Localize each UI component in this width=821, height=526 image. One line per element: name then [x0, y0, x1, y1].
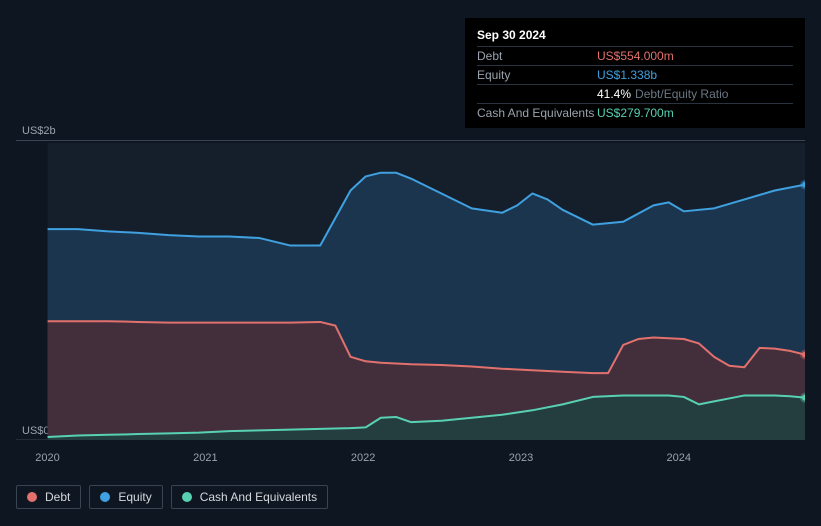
info-row-label: Debt [477, 49, 597, 63]
chart-area [16, 143, 805, 440]
x-tick: 2024 [667, 452, 691, 464]
info-date: Sep 30 2024 [477, 24, 793, 46]
x-tick: 2021 [193, 452, 217, 464]
chart-svg [16, 143, 805, 440]
info-row-label [477, 87, 597, 101]
info-box: Sep 30 2024 DebtUS$554.000mEquityUS$1.33… [465, 18, 805, 128]
x-axis: 2020 2021 2022 2023 2024 [16, 452, 805, 466]
legend-label: Debt [45, 490, 70, 504]
legend-item[interactable]: Debt [16, 485, 81, 509]
info-row-value: US$1.338b [597, 68, 657, 82]
legend-label: Equity [118, 490, 151, 504]
legend: Debt Equity Cash And Equivalents [16, 485, 328, 509]
info-row: Cash And EquivalentsUS$279.700m [477, 103, 793, 122]
x-tick: 2020 [35, 452, 59, 464]
info-row: 41.4% Debt/Equity Ratio [477, 84, 793, 103]
info-row-suffix: Debt/Equity Ratio [635, 87, 728, 101]
y-tick-top: US$2b [22, 125, 56, 137]
x-tick: 2023 [509, 452, 533, 464]
info-row: EquityUS$1.338b [477, 65, 793, 84]
info-row: DebtUS$554.000m [477, 46, 793, 65]
legend-item[interactable]: Cash And Equivalents [171, 485, 328, 509]
legend-swatch [100, 492, 110, 502]
x-tick: 2022 [351, 452, 375, 464]
legend-swatch [182, 492, 192, 502]
info-row-label: Cash And Equivalents [477, 106, 597, 120]
info-row-value: US$279.700m [597, 106, 674, 120]
legend-label: Cash And Equivalents [200, 490, 317, 504]
legend-item[interactable]: Equity [89, 485, 162, 509]
info-row-value: US$554.000m [597, 49, 674, 63]
info-row-label: Equity [477, 68, 597, 82]
chart-top-border [16, 140, 805, 141]
legend-swatch [27, 492, 37, 502]
info-row-value: 41.4% [597, 87, 631, 101]
